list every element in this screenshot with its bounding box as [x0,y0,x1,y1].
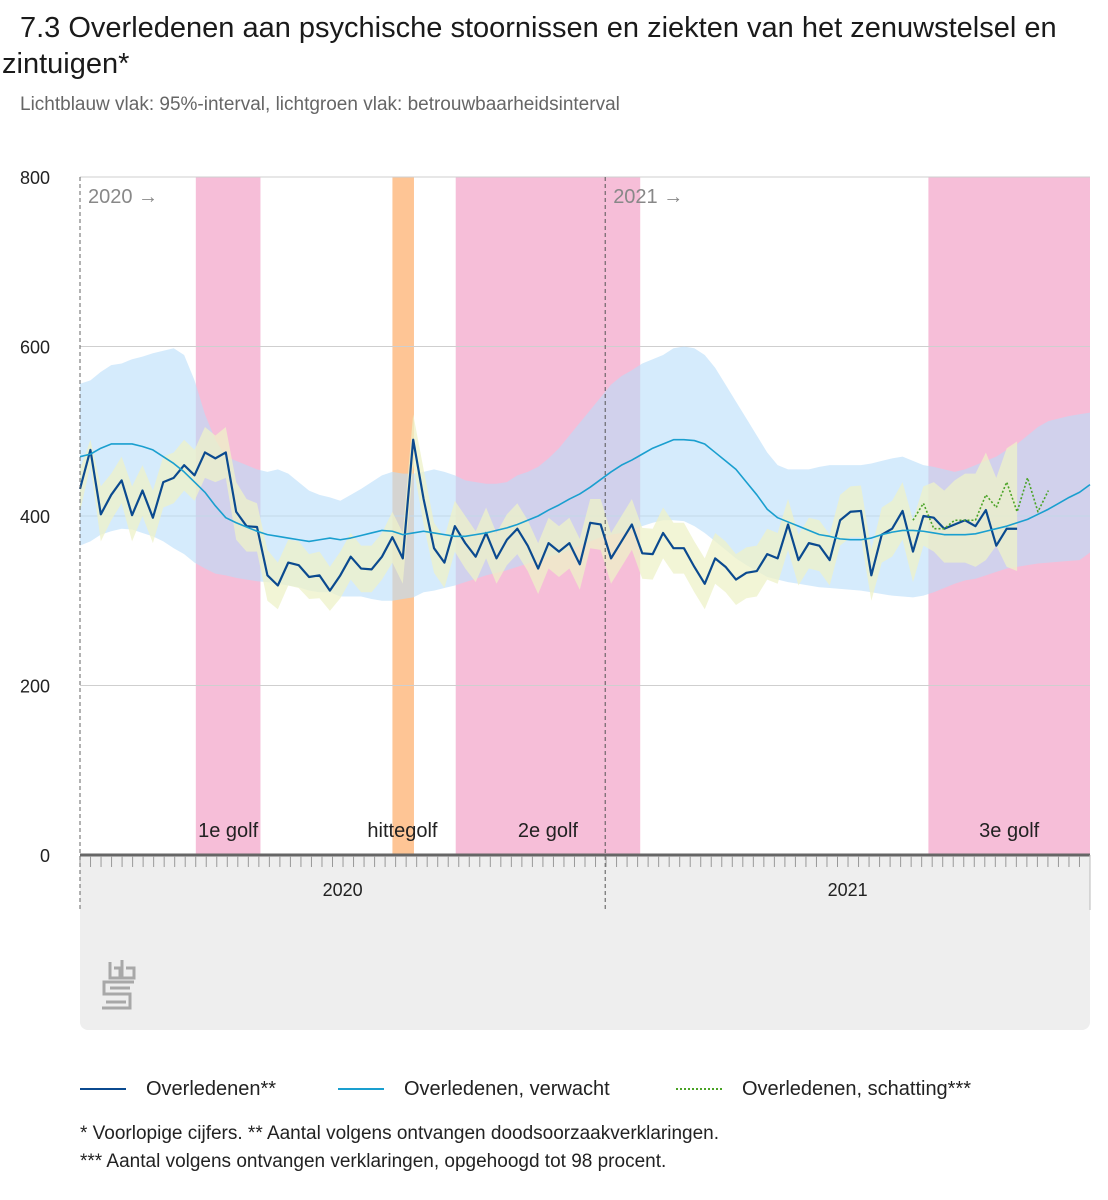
period-label: 2e golf [518,820,578,842]
chart: 0 200 400 600 800 2020 → 2021 → 1e golf hittegol… [20,168,1091,1030]
legend-swatch [338,1088,384,1090]
cbs-logo-icon [102,960,136,1010]
year-marker-label: 2021 → [613,186,683,208]
legend-item-overledenen: Overledenen** [80,1074,276,1104]
year-marker-label: 2020 → [88,186,158,208]
legend-label: Overledenen, verwacht [404,1077,610,1100]
footnote-1: * Voorlopige cijfers. ** Aantal volgens … [80,1123,720,1144]
band-confidence-interval [80,414,1018,611]
x-axis-year-label: 2020 [323,880,363,900]
legend: Overledenen** Overledenen, verwacht Over… [80,1074,1090,1104]
y-tick-label: 200 [20,677,50,697]
series-line [79,438,1091,543]
legend-label: Overledenen** [146,1077,277,1100]
legend-swatch [676,1088,722,1090]
series-line [78,438,1018,592]
footnote-2: *** Aantal volgens ontvangen verklaringe… [80,1151,667,1172]
legend-item-verwacht: Overledenen, verwacht [338,1074,610,1104]
period-label: 3e golf [979,820,1039,842]
series-line [912,477,1050,530]
chart-title: 7.3 Overledenen aan psychische stoorniss… [2,12,1057,80]
footnotes: * Voorlopige cijfers. ** Aantal volgens … [80,1120,719,1176]
x-axis-year-label: 2021 [828,880,868,900]
chart-subtitle: Lichtblauw vlak: 95%-interval, lichtgroe… [20,94,620,115]
y-tick-label: 800 [20,168,50,188]
y-tick-label: 400 [20,507,50,527]
x-axis-panel [80,855,1090,1030]
period-label: hittegolf [367,820,437,842]
period-label: 1e golf [198,820,258,842]
y-tick-label: 600 [20,338,50,358]
legend-swatch [80,1088,126,1090]
y-tick-label: 0 [40,846,50,866]
legend-item-schatting: Overledenen, schatting*** [676,1074,971,1104]
legend-label: Overledenen, schatting*** [742,1077,972,1100]
